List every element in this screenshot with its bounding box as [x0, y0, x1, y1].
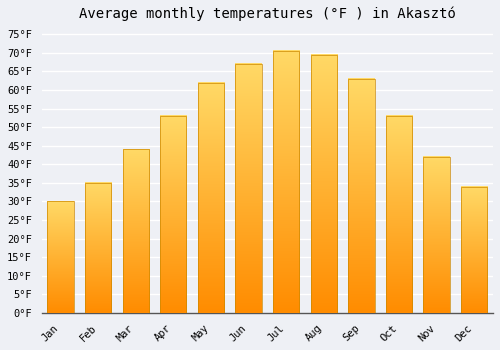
- Bar: [310, 55, 337, 313]
- Bar: [122, 149, 149, 313]
- Title: Average monthly temperatures (°F ) in Akasztó: Average monthly temperatures (°F ) in Ak…: [79, 7, 456, 21]
- Bar: [85, 183, 112, 313]
- Bar: [198, 83, 224, 313]
- Bar: [273, 51, 299, 313]
- Bar: [424, 157, 450, 313]
- Bar: [348, 79, 374, 313]
- Bar: [48, 202, 74, 313]
- Bar: [160, 116, 186, 313]
- Bar: [236, 64, 262, 313]
- Bar: [461, 187, 487, 313]
- Bar: [386, 116, 412, 313]
